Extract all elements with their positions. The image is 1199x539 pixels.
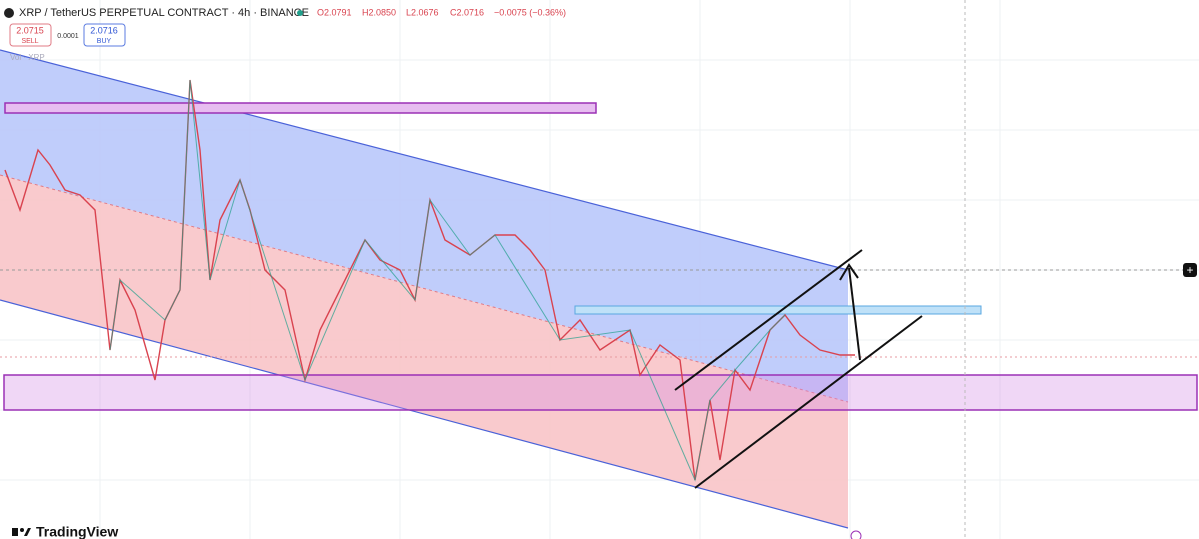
channel-lower-fill xyxy=(0,175,848,528)
buy-button[interactable]: 2.0716 BUY xyxy=(83,23,126,47)
price-path-up xyxy=(109,79,786,482)
buy-price: 2.0716 xyxy=(90,25,118,35)
brand: TradingView xyxy=(36,524,118,539)
volume-label: Vol · XRP xyxy=(10,53,45,62)
symbol: XRP / TetherUS PERPETUAL CONTRACT · 4h ·… xyxy=(19,7,309,19)
resistance-zone xyxy=(4,102,597,114)
support-zone xyxy=(3,374,1198,411)
sell-label: SELL xyxy=(21,38,38,45)
spread: 0.0001 xyxy=(57,33,79,40)
logo xyxy=(4,8,14,18)
sell-button[interactable]: 2.0715 SELL xyxy=(9,23,52,47)
arrow-head xyxy=(839,263,859,281)
rising-channel-bottom xyxy=(694,315,923,489)
ohlc-open: O2.0791 xyxy=(317,7,352,17)
channel-mid xyxy=(0,174,849,403)
ohlc-high: H2.0850 xyxy=(362,7,396,17)
svg-text:+: + xyxy=(1186,263,1193,277)
target-arrow xyxy=(848,267,861,361)
time-marker xyxy=(850,530,862,539)
plus-button[interactable]: + xyxy=(1183,263,1197,277)
ohlc-low: L2.0676 xyxy=(406,7,439,17)
rising-channel-top xyxy=(674,249,863,391)
tv-logo xyxy=(12,528,31,536)
channel-bottom xyxy=(0,299,849,529)
channel-top xyxy=(0,49,849,271)
buy-label: BUY xyxy=(97,38,112,45)
ohlc-close: C2.0716 xyxy=(450,7,484,17)
price-path xyxy=(4,79,855,481)
sell-price: 2.0715 xyxy=(16,25,44,35)
ohlc-change: −0.0075 (−0.36%) xyxy=(494,7,566,17)
status-dot xyxy=(297,10,303,16)
